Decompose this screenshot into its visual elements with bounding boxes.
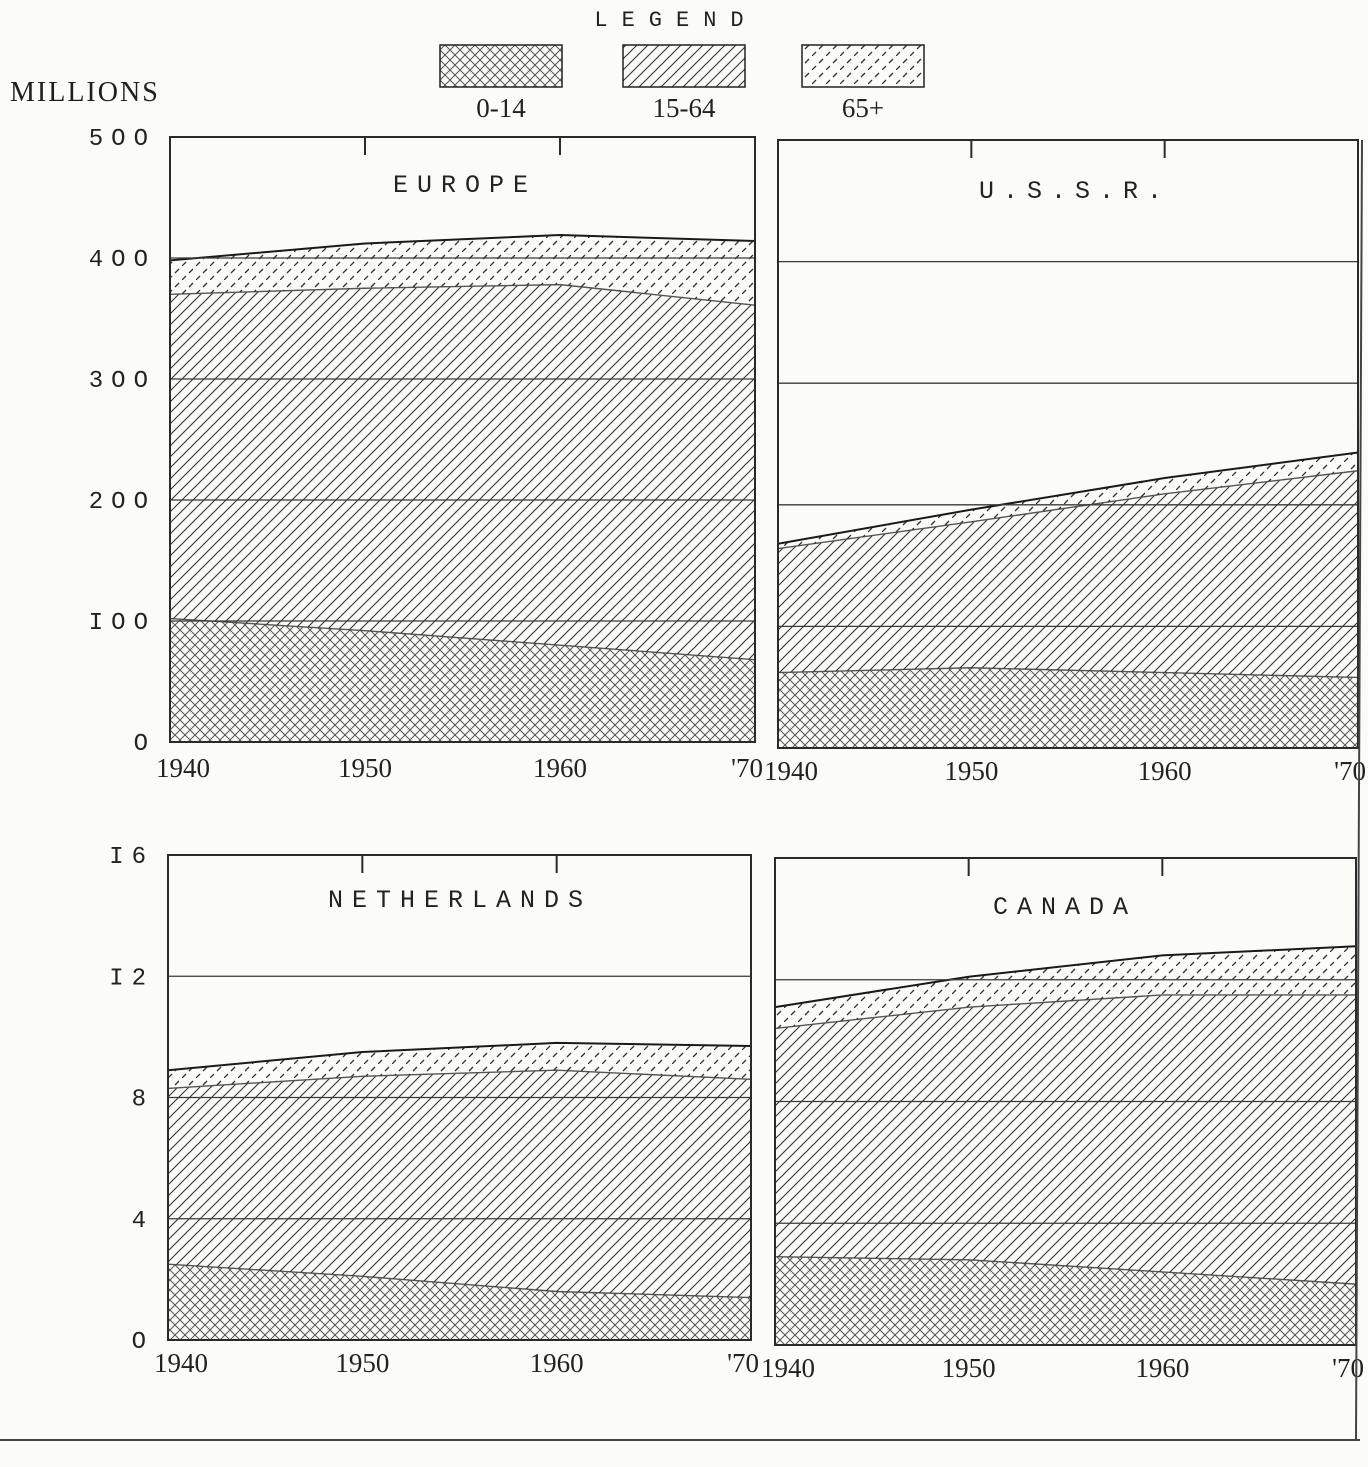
legend-label: 15-64: [653, 93, 716, 123]
legend-item-0-14: 0-14: [439, 44, 563, 123]
x-tick-label: 1950: [942, 1353, 996, 1383]
legend-item-15-64: 15-64: [622, 44, 746, 123]
x-tick-label: 1960: [1135, 1353, 1189, 1383]
x-tick-label: '70: [1332, 1353, 1364, 1383]
x-tick-label: '70: [731, 753, 763, 783]
x-tick-label: '70: [1334, 756, 1366, 786]
legend: LEGEND 0-14 15-64 65+: [439, 8, 925, 123]
x-tick-label: '70: [727, 1348, 759, 1378]
x-tick-label: 1940: [761, 1353, 815, 1383]
panel-ussr: U.S.S.R. 1940 1950 1960 '70: [764, 139, 1366, 786]
legend-item-65+: 65+: [801, 44, 925, 123]
area-0-14: [778, 667, 1358, 748]
legend-label: 65+: [842, 93, 884, 123]
x-tick-label: 1960: [530, 1348, 584, 1378]
x-tick-label: 1960: [1138, 756, 1192, 786]
y-tick-label: IOO: [89, 610, 156, 637]
y-unit-label: MILLIONS: [10, 77, 160, 108]
panel-title: NETHERLANDS: [328, 886, 592, 915]
page-right-rule: [1355, 139, 1363, 1441]
y-tick-label: 3OO: [89, 368, 156, 395]
x-tick-label: 1960: [533, 753, 587, 783]
y-tick-label: 5OO: [89, 126, 156, 153]
legend-label: 0-14: [476, 93, 526, 123]
boundary-65+: [774, 945, 1357, 1009]
legend-title: LEGEND: [594, 8, 757, 33]
area-65+: [170, 235, 755, 306]
panel-title: EUROPE: [393, 171, 537, 200]
legend-swatch-15-64: [622, 44, 746, 88]
legend-swatch-65+: [801, 44, 925, 88]
plot-frame: [774, 857, 1357, 1346]
area-0-14: [168, 1264, 751, 1340]
y-tick-label: I6: [109, 844, 154, 871]
y-tick-label: 2OO: [89, 489, 156, 516]
x-tick-label: 1940: [156, 753, 210, 783]
plot-frame: [167, 854, 752, 1341]
area-15-64: [170, 284, 755, 660]
y-tick-label: 4: [132, 1208, 154, 1235]
y-tick-label: I2: [109, 965, 154, 992]
x-tick-label: 1950: [338, 753, 392, 783]
area-0-14: [775, 1256, 1356, 1345]
x-tick-label: 1950: [944, 756, 998, 786]
y-tick-label: 4OO: [89, 247, 156, 274]
panel-europe: EUROPE 1940 1950 1960 '70 O IOO 2OO 3OO 4OO 5OO: [89, 126, 763, 783]
area-65+: [778, 452, 1358, 549]
boundary-65+: [167, 1041, 752, 1072]
legend-swatch-0-14: [439, 44, 563, 88]
area-65+: [168, 1042, 751, 1089]
x-tick-label: 1940: [154, 1348, 208, 1378]
x-tick-label: 1940: [764, 756, 818, 786]
panel-netherlands: NETHERLANDS 1940 1950 1960 '70 O 4 8 I2 I6: [109, 844, 759, 1378]
x-tick-label: 1950: [335, 1348, 389, 1378]
y-tick-label: O: [134, 731, 156, 758]
boundary-65+: [777, 451, 1359, 545]
plot-frame: [777, 139, 1359, 749]
area-15-64: [168, 1070, 751, 1298]
boundary-0-14: [777, 667, 1359, 679]
panel-canada: CANADA 1940 1950 1960 '70: [761, 857, 1364, 1383]
area-15-64: [775, 994, 1356, 1285]
y-tick-label: 8: [132, 1087, 154, 1114]
panel-title: U.S.S.R.: [979, 177, 1171, 206]
plot-frame: [169, 136, 756, 743]
panel-title: CANADA: [993, 893, 1137, 922]
y-tick-label: O: [132, 1329, 154, 1356]
area-65+: [775, 946, 1356, 1029]
boundary-65+: [169, 234, 756, 262]
